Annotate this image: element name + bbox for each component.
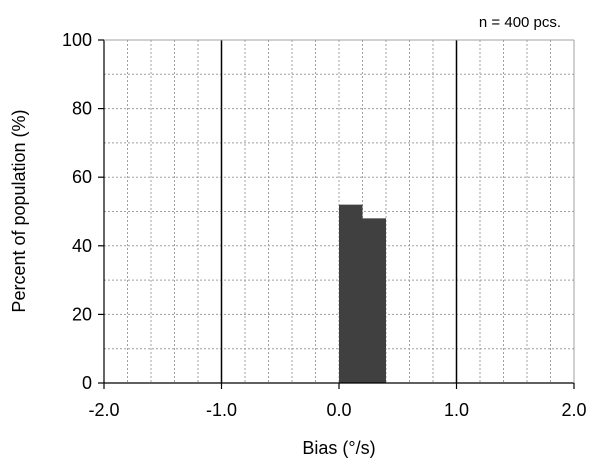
- x-tick-label: 0.0: [326, 400, 351, 420]
- bars: [339, 204, 386, 383]
- x-tick-labels: -2.0 -1.0 0.0 1.0 2.0: [88, 400, 586, 420]
- x-axis-title: Bias (°/s): [302, 438, 375, 458]
- y-tick-label: 20: [72, 304, 92, 324]
- y-axis-title: Percent of population (%): [9, 109, 29, 312]
- x-tick-label: -1.0: [206, 400, 237, 420]
- y-tick-label: 100: [62, 30, 92, 50]
- x-tick-label: 2.0: [561, 400, 586, 420]
- annotation-sample-size: n = 400 pcs.: [479, 14, 561, 31]
- y-tick-label: 60: [72, 167, 92, 187]
- axes: [98, 39, 575, 389]
- y-tick-label: 80: [72, 99, 92, 119]
- y-tick-label: 0: [82, 373, 92, 393]
- y-tick-labels: 0 20 40 60 80 100: [62, 30, 92, 393]
- histogram-bar: [339, 204, 363, 383]
- x-tick-label: 1.0: [444, 400, 469, 420]
- spec-limit-lines: [220, 40, 458, 383]
- x-tick-label: -2.0: [88, 400, 119, 420]
- y-tick-label: 40: [72, 236, 92, 256]
- histogram-bar: [362, 218, 386, 383]
